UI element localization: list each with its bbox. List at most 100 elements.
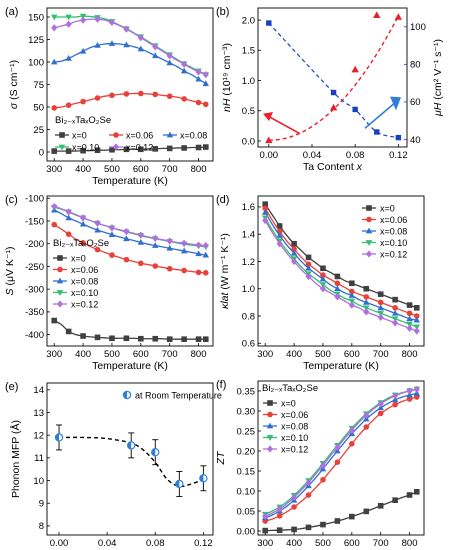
data-point xyxy=(363,308,370,316)
data-point xyxy=(152,263,159,269)
data-point xyxy=(94,95,101,101)
data-point xyxy=(123,256,130,263)
data-point xyxy=(305,261,312,267)
data-point xyxy=(348,426,355,434)
data-point xyxy=(152,234,159,242)
legend-marker xyxy=(267,400,273,406)
data-point xyxy=(413,305,420,311)
data-point xyxy=(406,315,413,322)
data-point xyxy=(123,91,130,97)
data-point xyxy=(276,527,283,533)
data-point xyxy=(166,59,173,66)
y-axis-label: S (μV K⁻¹) xyxy=(4,247,16,296)
x-tick-label: 800 xyxy=(402,538,418,549)
chart-panel-a: 300 400 500 600 700 800 0 25 50 75 100 125 150 Temper… xyxy=(5,6,214,187)
y-axis-label-part: Phonon MFP (Å) xyxy=(9,420,22,498)
data-point xyxy=(109,146,115,153)
data-point xyxy=(334,443,341,452)
legend-marker xyxy=(56,300,64,308)
data-point xyxy=(202,144,209,150)
data-point xyxy=(109,252,115,258)
y-tick-label: 1.6 xyxy=(242,202,255,213)
data-point xyxy=(65,208,72,216)
data-point xyxy=(138,146,144,153)
data-point xyxy=(319,285,327,293)
y-tick-label: 0.00 xyxy=(237,526,256,537)
data-point xyxy=(348,301,355,309)
x-tick-label: 0.04 xyxy=(303,150,322,161)
x-tick-label: 600 xyxy=(344,349,360,360)
series-line xyxy=(53,209,206,256)
data-point xyxy=(262,527,269,534)
data-point xyxy=(334,280,341,287)
y-tick-label: 0.05 xyxy=(237,506,256,517)
series-line xyxy=(53,224,206,274)
data-point xyxy=(180,247,188,254)
data-point xyxy=(181,239,188,247)
data-point xyxy=(181,96,187,102)
y-tick-label: -300 xyxy=(25,284,44,295)
mobility-arrow-head xyxy=(390,96,401,111)
data-point xyxy=(166,93,173,99)
x-tick-label: 500 xyxy=(315,349,331,360)
data-point xyxy=(51,24,58,32)
legend-marker xyxy=(56,290,64,296)
x-tick-label: 700 xyxy=(162,164,178,175)
data-point xyxy=(137,45,145,52)
legend-label: x=0.12 xyxy=(281,444,308,454)
data-point xyxy=(202,80,210,86)
x-tick-label: 0.08 xyxy=(346,150,365,161)
x-axis-label: Temperature (K) xyxy=(92,175,168,187)
series-line xyxy=(54,205,206,247)
y-tick-label: 100 xyxy=(28,57,44,68)
y-axis-label: nH (10¹⁹ cm⁻³) xyxy=(221,43,233,112)
data-point xyxy=(51,202,58,211)
data-point xyxy=(348,292,356,298)
y-axis-label-part: (μV K⁻¹) xyxy=(4,247,16,286)
x-tick-label: 800 xyxy=(191,349,207,360)
legend-marker xyxy=(59,132,65,138)
legend-label: x=0 xyxy=(71,253,86,263)
legend-label: x=0.12 xyxy=(126,142,153,152)
data-point xyxy=(152,146,159,152)
data-point xyxy=(80,16,87,24)
data-point xyxy=(406,310,413,317)
data-point xyxy=(79,47,87,54)
data-point xyxy=(291,526,297,533)
y-tick-label: 8 xyxy=(39,521,44,532)
y-tick-label: -100 xyxy=(25,194,44,205)
data-point xyxy=(377,410,384,417)
x-tick-label: 400 xyxy=(286,538,302,549)
y-tick-label: 0.8 xyxy=(242,311,255,322)
x-tick-label: 400 xyxy=(75,349,91,360)
data-point xyxy=(305,524,312,531)
legend-label: x=0 xyxy=(281,398,296,408)
data-point xyxy=(94,246,101,253)
data-point xyxy=(363,508,370,515)
y-tick-label: 12 xyxy=(33,430,44,441)
data-point xyxy=(137,34,144,42)
y2-axis-label-main: μH xyxy=(432,100,444,117)
y-tick-label: 75 xyxy=(33,80,44,91)
data-point xyxy=(377,299,384,306)
y-axis-label-part: nH xyxy=(221,96,233,112)
data-point xyxy=(195,250,202,257)
carrier-data-point xyxy=(265,136,273,144)
legend-marker xyxy=(58,144,66,151)
data-point xyxy=(334,518,341,524)
data-point xyxy=(349,441,355,447)
data-point xyxy=(349,288,355,295)
data-point xyxy=(195,75,202,82)
series-line xyxy=(54,92,206,109)
data-point xyxy=(79,220,87,227)
data-point xyxy=(406,492,413,498)
data-point xyxy=(195,241,202,249)
legend-label: x=0.08 xyxy=(380,226,407,236)
y-axis-label: ZT xyxy=(215,450,227,465)
y-tick-label: 0.10 xyxy=(237,486,256,497)
series-line xyxy=(264,217,418,328)
data-point xyxy=(195,144,202,151)
data-point xyxy=(152,43,159,51)
data-point xyxy=(123,235,130,242)
